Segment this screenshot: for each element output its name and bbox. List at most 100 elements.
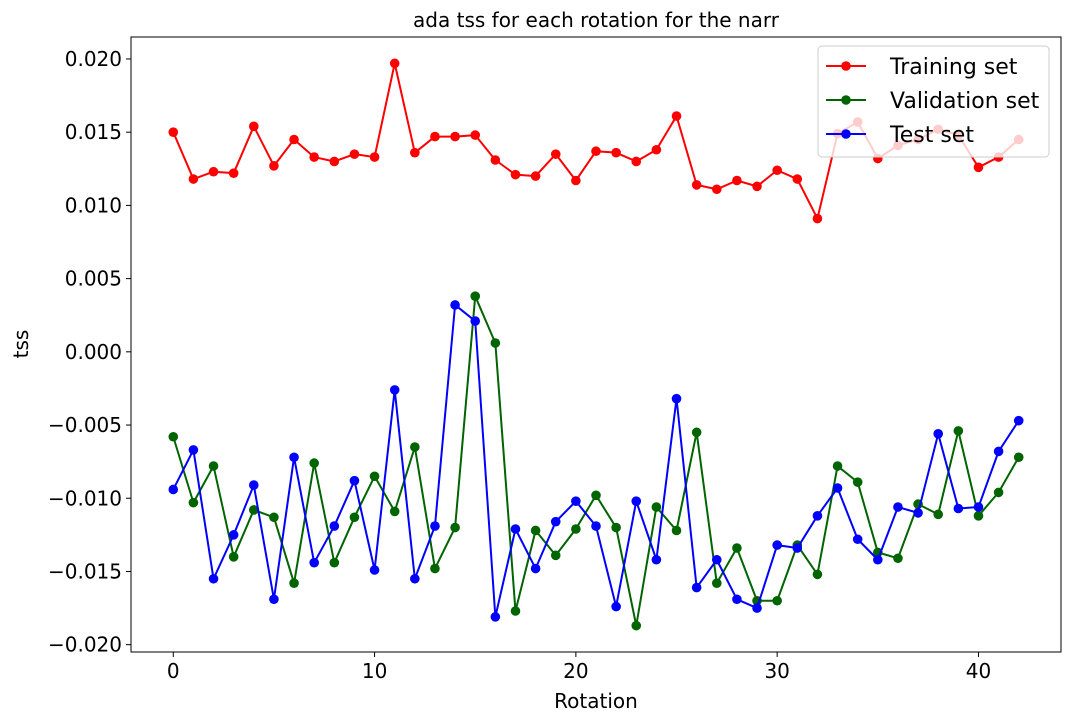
data-point bbox=[309, 458, 319, 468]
data-point bbox=[329, 557, 340, 568]
y-tick-label: −0.015 bbox=[48, 559, 122, 583]
data-point bbox=[228, 552, 239, 562]
data-point bbox=[490, 612, 501, 622]
data-point bbox=[430, 521, 440, 531]
data-point bbox=[631, 496, 642, 506]
data-point bbox=[913, 508, 923, 518]
data-point bbox=[369, 152, 380, 162]
data-point bbox=[812, 511, 823, 521]
data-point bbox=[933, 429, 944, 439]
data-point bbox=[671, 525, 682, 536]
data-point bbox=[772, 165, 782, 176]
data-point bbox=[228, 530, 239, 540]
data-point bbox=[349, 475, 360, 486]
legend-label: Training set bbox=[889, 55, 1018, 80]
legend-label: Test set bbox=[889, 123, 974, 148]
data-point bbox=[550, 550, 561, 561]
data-point bbox=[470, 316, 481, 326]
data-point bbox=[832, 483, 843, 493]
data-point bbox=[993, 446, 1004, 457]
data-point bbox=[410, 442, 420, 452]
data-point bbox=[208, 166, 219, 177]
data-point bbox=[430, 131, 440, 142]
x-tick-label: 20 bbox=[563, 659, 588, 683]
data-point bbox=[691, 427, 702, 438]
data-point bbox=[1013, 452, 1024, 463]
y-tick-label: 0.005 bbox=[65, 267, 122, 291]
data-point bbox=[510, 169, 521, 180]
data-point bbox=[208, 461, 219, 471]
data-point bbox=[530, 525, 541, 536]
data-point bbox=[691, 582, 702, 593]
data-point bbox=[893, 502, 903, 512]
data-point bbox=[732, 543, 742, 553]
y-tick-label: 0.010 bbox=[65, 193, 122, 217]
data-point bbox=[732, 175, 742, 186]
data-point bbox=[651, 554, 662, 565]
data-point bbox=[269, 594, 279, 605]
x-tick-label: 40 bbox=[966, 659, 991, 683]
x-axis-label: Rotation bbox=[554, 689, 638, 713]
y-tick-label: −0.020 bbox=[48, 633, 122, 657]
data-point bbox=[450, 300, 460, 310]
data-point bbox=[651, 144, 662, 155]
data-point bbox=[269, 512, 279, 523]
data-point bbox=[832, 461, 843, 471]
data-point bbox=[530, 171, 541, 181]
data-point bbox=[792, 174, 803, 184]
data-point bbox=[772, 540, 782, 550]
data-point bbox=[490, 155, 501, 165]
y-axis-label: tss bbox=[9, 330, 33, 359]
data-point bbox=[410, 573, 420, 584]
data-point bbox=[752, 603, 762, 613]
data-point bbox=[309, 152, 319, 162]
data-point bbox=[530, 563, 541, 574]
data-point bbox=[510, 606, 521, 616]
data-point bbox=[571, 524, 581, 534]
data-point bbox=[671, 393, 682, 404]
data-point bbox=[168, 484, 179, 495]
data-point bbox=[631, 156, 642, 167]
y-tick-label: 0.020 bbox=[65, 47, 122, 71]
series-test-set bbox=[168, 300, 1024, 622]
data-point bbox=[933, 509, 944, 520]
data-point bbox=[571, 175, 581, 186]
data-point bbox=[248, 480, 259, 490]
data-point bbox=[389, 385, 400, 395]
data-point bbox=[430, 563, 440, 574]
data-point bbox=[591, 146, 601, 157]
x-tick-label: 10 bbox=[362, 659, 387, 683]
data-point bbox=[269, 161, 279, 171]
plot-frame bbox=[130, 36, 1062, 653]
data-point bbox=[329, 156, 340, 167]
data-point bbox=[852, 534, 863, 545]
x-tick-label: 30 bbox=[764, 659, 789, 683]
data-point bbox=[168, 431, 179, 442]
y-tick-label: 0.015 bbox=[65, 120, 122, 144]
data-point bbox=[188, 497, 199, 508]
data-point bbox=[752, 181, 762, 192]
data-point bbox=[188, 174, 199, 184]
data-point bbox=[852, 477, 863, 487]
legend-marker bbox=[841, 61, 851, 71]
legend-marker bbox=[841, 129, 851, 139]
data-point bbox=[611, 601, 621, 612]
data-point bbox=[711, 578, 722, 588]
data-point bbox=[248, 121, 259, 132]
x-axis: 0 10 20 30 40 bbox=[167, 652, 991, 683]
data-point bbox=[550, 516, 561, 527]
data-point bbox=[349, 512, 360, 523]
data-point bbox=[671, 111, 682, 121]
series-validation-set bbox=[168, 291, 1024, 631]
data-point bbox=[711, 184, 722, 195]
y-tick-label: −0.005 bbox=[48, 413, 122, 437]
data-point bbox=[450, 522, 460, 533]
data-point bbox=[812, 213, 823, 224]
data-point bbox=[510, 524, 521, 534]
chart-title: ada tss for each rotation for the narr bbox=[413, 8, 780, 32]
data-point bbox=[1013, 415, 1024, 426]
data-point bbox=[450, 131, 460, 142]
data-point bbox=[792, 543, 803, 553]
y-tick-label: −0.010 bbox=[48, 486, 122, 510]
legend-box bbox=[817, 45, 1050, 158]
